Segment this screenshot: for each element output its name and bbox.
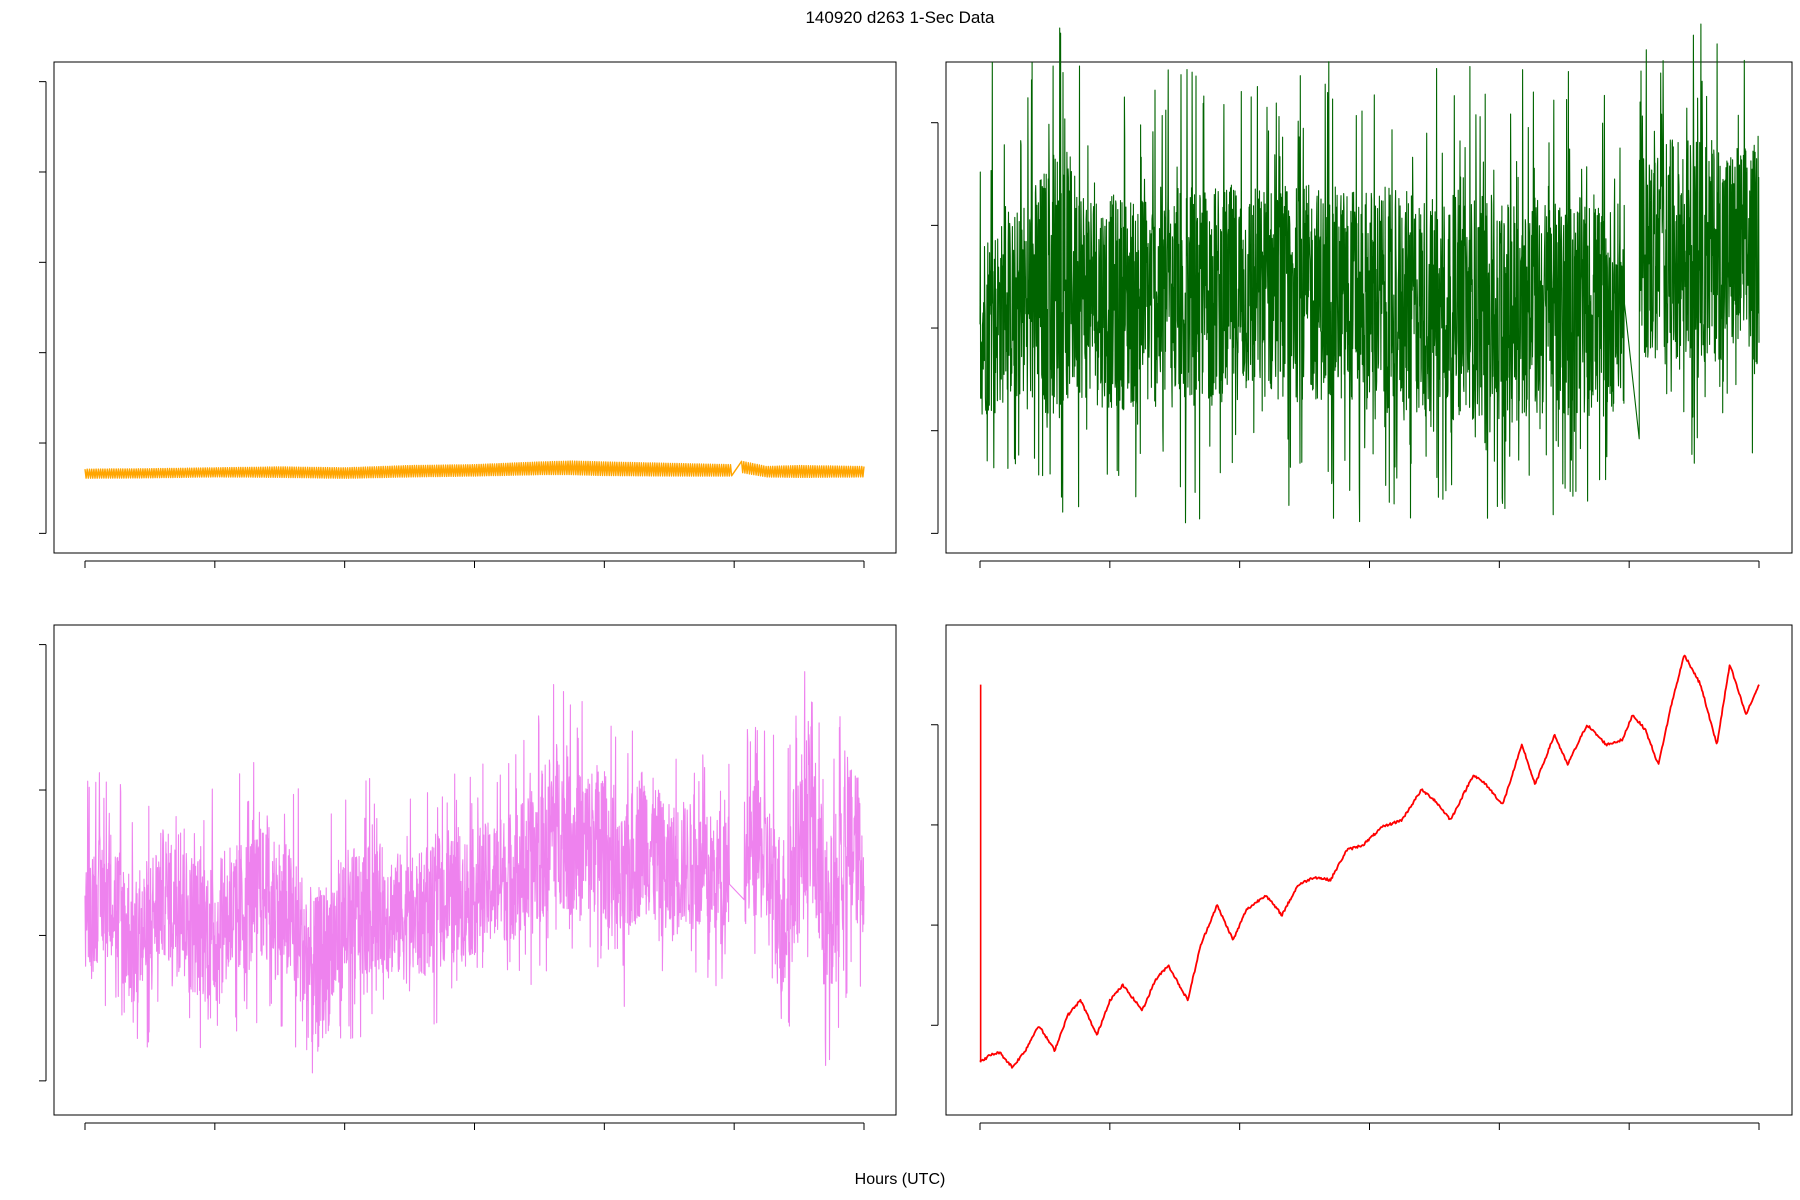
figure-xlabel: Hours (UTC) <box>855 1171 946 1188</box>
figure-title: 140920 d263 1-Sec Data <box>805 8 995 27</box>
panel-fuel-cell-mpt-temperature <box>931 23 1793 568</box>
series-trace <box>979 23 1760 524</box>
panel-battery-voltage <box>931 624 1793 1130</box>
panel-fuel-cell-thermistor-temperature <box>39 624 897 1130</box>
plot-frame <box>53 61 897 554</box>
plot-frame <box>53 624 897 1116</box>
plot-frame <box>945 624 1793 1116</box>
series-trace <box>979 654 1760 1069</box>
series-trace <box>84 671 865 1074</box>
plot-frame <box>945 61 1793 554</box>
series-trace <box>84 460 865 479</box>
panel-fridge-temperature <box>39 61 897 568</box>
